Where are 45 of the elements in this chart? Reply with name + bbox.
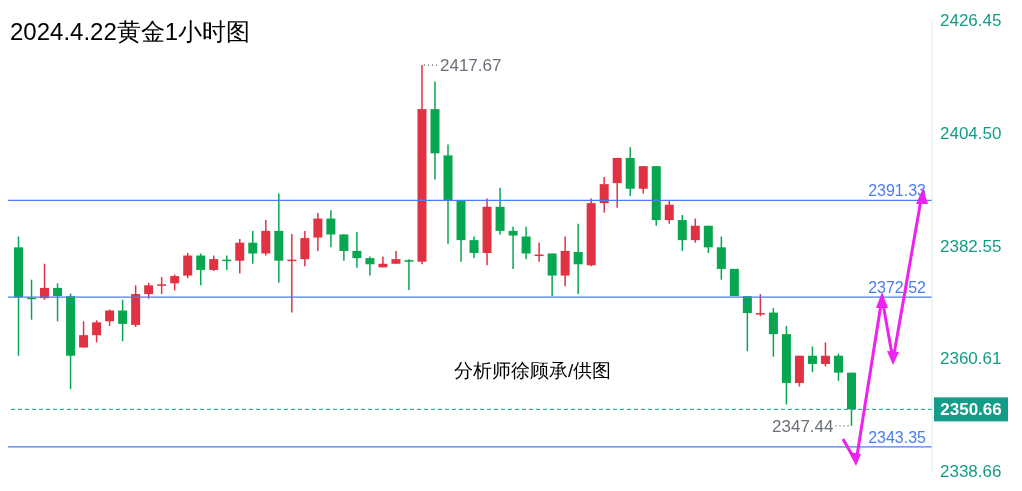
candlestick (768, 307, 778, 358)
annotation: 2417.67 (439, 56, 502, 76)
ref-line-label: 2343.35 (868, 428, 927, 446)
candlestick (469, 235, 479, 259)
candlestick (339, 233, 349, 262)
candlestick (833, 352, 843, 382)
candlestick (248, 230, 258, 265)
candlestick (118, 298, 128, 343)
y-tick-label: 2338.66 (940, 462, 1002, 482)
candlestick (326, 209, 336, 249)
ref-line-label: 2350.66 (940, 400, 1002, 420)
candlestick (677, 214, 687, 252)
candlestick (183, 252, 193, 279)
candlestick (755, 293, 765, 317)
candlestick (599, 176, 609, 214)
candlestick (53, 282, 63, 323)
candlestick (261, 219, 271, 257)
chart-title: 2024.4.22黄金1小时图 (10, 17, 251, 47)
candlestick (664, 199, 674, 225)
y-tick-label: 2426.45 (940, 11, 1002, 31)
y-tick-label: 2382.55 (940, 236, 1002, 256)
candlestick (807, 345, 817, 373)
candlestick (547, 252, 557, 297)
candlestick (196, 252, 206, 287)
candlestick (300, 230, 310, 268)
candlestick (820, 341, 830, 368)
candlestick (508, 226, 518, 270)
candlestick (573, 222, 583, 295)
candlestick (638, 165, 648, 195)
candlestick (365, 255, 375, 277)
y-tick-label: 2360.61 (940, 349, 1002, 369)
candlestick (690, 217, 700, 244)
candlestick (79, 320, 89, 349)
candlestick (235, 238, 245, 275)
candlestick (703, 225, 713, 254)
candlestick (352, 231, 362, 269)
candlestick (521, 226, 531, 260)
annotation: 分析师徐顾承/供图 (454, 359, 612, 383)
candlestick (92, 319, 102, 344)
ref-line-label: 2391.33 (868, 182, 927, 200)
candlestick (404, 258, 414, 291)
candlestick (716, 235, 726, 281)
y-tick-label: 2404.50 (940, 123, 1002, 143)
candlestick (313, 212, 323, 252)
annotation: 2347.44 (772, 416, 834, 436)
